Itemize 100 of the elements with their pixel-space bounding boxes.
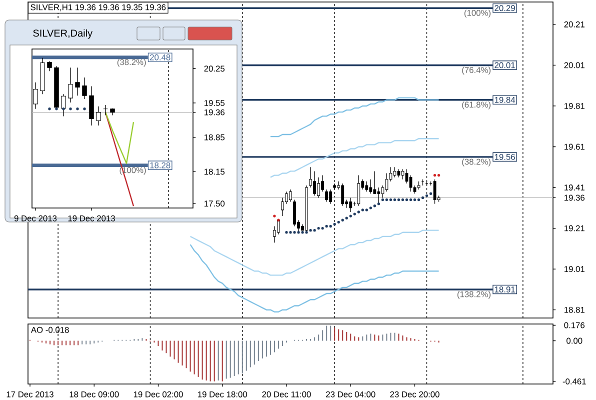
point — [293, 231, 296, 234]
point — [329, 224, 332, 228]
x-tick-label: 20 Dec 11:00 — [262, 391, 311, 398]
y-tick-label: 20.01 — [564, 62, 584, 68]
point — [341, 218, 344, 222]
candlestick — [357, 174, 360, 206]
x-tick-label: 23 Dec 20:00 — [390, 391, 440, 398]
point — [357, 210, 360, 214]
x-tick-label: 19 Dec 02:00 — [134, 391, 183, 398]
y-tick-label: 19.01 — [564, 266, 584, 272]
y-tick-label: -0.461 — [562, 378, 586, 384]
annotation: (138.2%) — [457, 291, 491, 299]
ref-line-label: 20.01 — [494, 62, 515, 68]
point — [417, 198, 420, 202]
y-tick-label: 18.15 — [204, 168, 225, 175]
y-tick-label: 19.36 — [564, 194, 585, 201]
point — [401, 198, 404, 202]
candlestick — [281, 197, 284, 216]
y-tick-label: 0.00 — [566, 338, 582, 344]
candlestick — [433, 179, 436, 204]
candlestick — [341, 183, 344, 206]
point — [365, 208, 368, 212]
candlestick — [405, 168, 408, 184]
y-tick-label: 19.21 — [564, 225, 584, 232]
point — [273, 214, 276, 218]
y-tick-label: 19.36 — [204, 109, 225, 116]
ref-line-label: 20.29 — [494, 5, 515, 12]
candlestick — [68, 67, 73, 103]
candlestick — [277, 220, 280, 235]
candlestick — [321, 174, 324, 192]
ref-line-label: 19.84 — [494, 96, 516, 103]
candlestick — [377, 187, 380, 204]
point — [277, 218, 280, 222]
candlestick — [329, 189, 332, 204]
y-tick-label: 19.61 — [564, 144, 584, 150]
candlestick — [47, 60, 52, 72]
ref-line-label: 20.48 — [150, 54, 170, 60]
chart-title: SILVER,Daily — [33, 29, 93, 39]
point — [381, 198, 384, 202]
candlestick — [401, 168, 404, 180]
ref-line-label: 18.28 — [150, 162, 170, 168]
y-tick-label: 19.55 — [204, 100, 225, 106]
point — [425, 194, 428, 198]
y-tick-label: 18.85 — [204, 134, 225, 140]
candlestick — [96, 106, 101, 126]
point — [437, 174, 440, 177]
x-tick-label: 19 Dec 2013 — [68, 215, 115, 222]
candlestick — [89, 86, 94, 126]
candlestick — [313, 170, 316, 196]
y-tick-label: 19.81 — [564, 102, 584, 109]
candlestick — [369, 179, 372, 194]
point — [285, 231, 288, 234]
candlestick — [409, 174, 412, 192]
point — [301, 231, 304, 234]
point — [397, 198, 400, 202]
candlestick — [75, 67, 80, 96]
annotation: (61.8%) — [462, 101, 491, 110]
point — [349, 214, 352, 218]
y-tick-label: 0.176 — [564, 322, 585, 328]
point — [309, 228, 312, 232]
point — [429, 192, 432, 195]
x-tick-label: 18 Dec 09:00 — [70, 391, 119, 398]
candlestick — [293, 199, 296, 227]
point — [393, 198, 396, 202]
annotation: (100%) — [464, 10, 491, 18]
annotation: (76.4%) — [462, 66, 491, 75]
ref-line-label: 19.56 — [494, 154, 515, 160]
point — [377, 202, 380, 206]
candlestick — [61, 94, 66, 117]
x-tick-label: 19 Dec 18:00 — [198, 391, 248, 398]
candlestick — [289, 189, 292, 202]
point — [433, 174, 436, 177]
point — [305, 231, 308, 234]
ref-line-label: 18.91 — [494, 286, 515, 292]
line-series — [104, 112, 134, 164]
annotation: (38.2%) — [462, 158, 491, 166]
point — [321, 226, 324, 230]
point — [317, 226, 320, 230]
point — [313, 228, 316, 232]
y-tick-label: 19.41 — [564, 184, 584, 190]
candlestick — [325, 189, 328, 202]
y-tick-label: 18.81 — [564, 306, 584, 313]
candlestick — [393, 166, 396, 178]
y-tick-label: 17.50 — [204, 200, 225, 207]
chart-title: SILVER,H1 19.36 19.36 19.35 19.36 — [30, 4, 166, 12]
x-tick-label: 17 Dec 2013 — [6, 391, 54, 398]
candlestick — [317, 176, 320, 198]
candlestick — [373, 170, 376, 194]
point — [385, 198, 388, 202]
point — [337, 220, 340, 224]
point — [289, 231, 292, 234]
chart-title: AO -0.018 — [30, 326, 69, 333]
point — [369, 206, 372, 210]
point — [409, 198, 412, 202]
point — [421, 196, 424, 200]
y-tick-label: 20.21 — [564, 21, 584, 28]
point — [413, 198, 416, 202]
point — [345, 216, 348, 220]
point — [297, 231, 300, 234]
x-tick-label: 23 Dec 04:00 — [326, 391, 376, 398]
